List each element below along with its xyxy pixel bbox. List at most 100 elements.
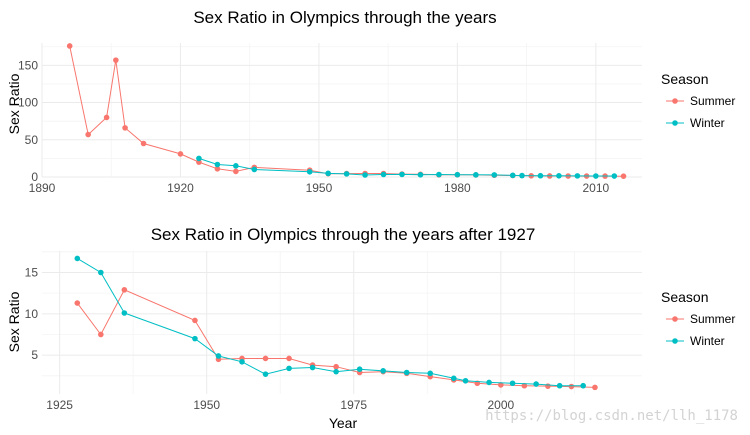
x-tick-label: 1980 — [444, 181, 471, 195]
x-tick-label: 1950 — [306, 181, 333, 195]
data-point-winter — [306, 168, 313, 175]
data-point-winter — [486, 379, 492, 386]
legend-label-winter: Winter — [690, 116, 725, 130]
x-tick-label: 1920 — [167, 181, 194, 195]
data-point-winter — [556, 173, 562, 179]
data-point-winter — [215, 353, 222, 359]
data-point-summer — [74, 300, 81, 306]
data-point-summer — [568, 383, 575, 390]
data-point-winter — [399, 171, 405, 178]
data-point-summer — [286, 355, 292, 362]
data-point-winter — [454, 171, 461, 178]
data-point-winter — [427, 370, 434, 377]
legend-label-winter: Winter — [690, 334, 725, 348]
legend-key-winter — [672, 120, 678, 126]
y-tick-label: 15 — [25, 265, 39, 279]
legend-label-summer: Summer — [690, 312, 735, 326]
x-axis-ticks: 1925 1950 1975 2000 — [46, 398, 514, 412]
data-point-summer — [620, 173, 627, 179]
x-tick-label: 1890 — [29, 181, 56, 195]
data-point-winter — [533, 381, 539, 387]
x-tick-label: 1975 — [340, 398, 367, 412]
data-point-winter — [309, 364, 316, 371]
data-point-winter — [98, 269, 104, 276]
data-point-winter — [403, 369, 410, 376]
y-axis-title: Sex Ratio — [6, 291, 22, 352]
data-point-winter — [333, 368, 339, 375]
legend-label-summer: Summer — [690, 94, 735, 108]
data-point-summer — [192, 317, 198, 324]
data-point-summer — [498, 382, 504, 388]
gridlines — [41, 43, 642, 178]
data-point-winter — [362, 172, 368, 178]
data-point-winter — [325, 170, 331, 177]
data-point-winter — [509, 172, 516, 179]
data-point-winter — [343, 171, 350, 177]
x-tick-label: 2010 — [582, 181, 609, 195]
y-tick-label: 150 — [18, 58, 38, 72]
data-point-winter — [251, 166, 258, 173]
data-point-summer — [140, 140, 147, 147]
data-point-summer — [521, 382, 528, 389]
data-point-winter — [380, 171, 387, 178]
data-point-winter — [519, 172, 525, 179]
data-point-summer — [103, 114, 110, 121]
legend: Season Summer Winter — [661, 71, 735, 130]
data-point-winter — [537, 172, 544, 179]
y-tick-label: 0 — [31, 170, 38, 184]
x-tick-label: 1950 — [193, 398, 220, 412]
data-point-summer — [98, 331, 104, 338]
chart-panel-all-years: 1890 1920 1950 1980 2010 0 50 100 150 Sex Ratio… — [6, 8, 735, 195]
data-point-summer — [214, 166, 221, 172]
data-point-winter — [473, 172, 479, 178]
legend: Season Summer Winter — [661, 289, 735, 348]
y-tick-label: 100 — [18, 96, 38, 110]
series-line-winter — [198, 157, 615, 177]
data-point-summer — [85, 131, 91, 138]
y-tick-label: 5 — [31, 348, 38, 362]
x-axis-ticks: 1890 1920 1950 1980 2010 — [29, 181, 610, 195]
data-point-winter — [239, 358, 245, 365]
series-layer — [66, 43, 627, 179]
data-point-winter — [436, 171, 442, 178]
data-point-summer — [592, 384, 598, 391]
y-axis-ticks: 0 50 100 150 — [18, 58, 38, 184]
legend-title: Season — [661, 71, 708, 87]
legend-key-winter — [672, 338, 678, 344]
chart-title: Sex Ratio in Olympics through the years — [193, 8, 496, 27]
series-layer — [74, 255, 598, 391]
data-point-winter — [450, 375, 457, 382]
data-point-winter — [462, 377, 469, 384]
data-point-summer — [121, 287, 128, 293]
data-point-winter — [611, 173, 618, 179]
data-point-winter — [593, 173, 599, 179]
data-point-winter — [192, 335, 198, 342]
data-point-winter — [417, 171, 424, 178]
data-point-summer — [262, 355, 269, 362]
data-point-winter — [286, 365, 292, 372]
data-point-winter — [214, 161, 221, 168]
x-tick-label: 2000 — [487, 398, 514, 412]
data-point-summer — [177, 151, 184, 157]
data-point-winter — [556, 382, 563, 389]
data-point-winter — [580, 382, 586, 389]
chart-panel-after-1927: 1925 1950 1975 2000 5 10 15 Sex Ratio in Olym… — [6, 225, 735, 431]
data-point-summer — [113, 57, 119, 63]
data-point-summer — [545, 383, 551, 389]
watermark-text: https://blog.csdn.net/llh_1178 — [485, 408, 738, 424]
data-point-summer — [122, 125, 128, 131]
data-point-winter — [380, 368, 386, 374]
data-point-winter — [574, 173, 581, 179]
y-axis-title: Sex Ratio — [6, 73, 22, 134]
data-point-winter — [196, 155, 202, 162]
data-point-winter — [356, 366, 363, 373]
data-point-summer — [233, 168, 239, 175]
gridlines — [42, 251, 642, 394]
y-tick-label: 10 — [25, 307, 39, 321]
legend-key-summer — [672, 316, 678, 322]
data-point-winter — [509, 380, 516, 387]
y-axis-ticks: 5 10 15 — [25, 265, 39, 362]
data-point-winter — [233, 163, 239, 169]
data-point-winter — [262, 371, 269, 377]
